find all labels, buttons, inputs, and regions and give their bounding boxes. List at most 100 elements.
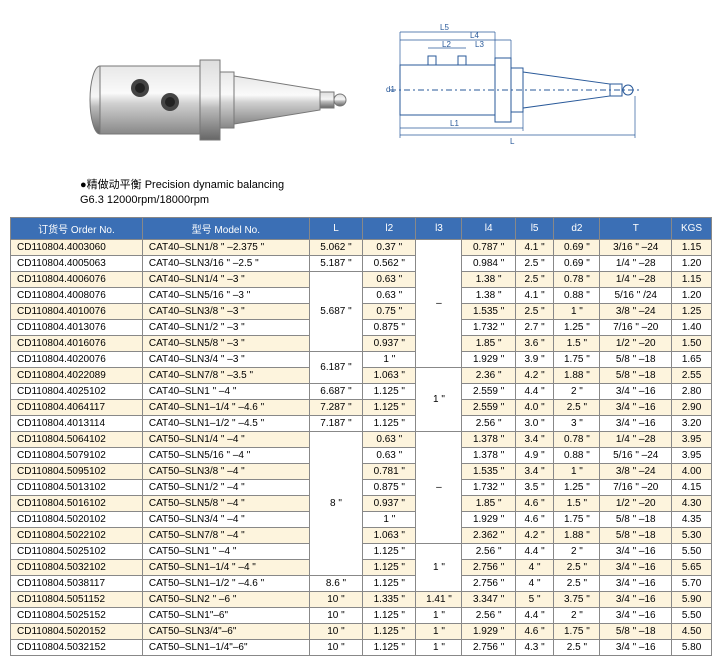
cell: 1.50	[672, 335, 712, 351]
cell: 2.56 "	[462, 607, 515, 623]
cell: 0.63 "	[363, 287, 416, 303]
top-section: L5 L4 L2 L3 L1 L d1	[10, 10, 712, 170]
cell: 1 "	[416, 639, 462, 655]
cell: CAT40–SLN3/8 " –3 "	[142, 303, 309, 319]
cell: 2 "	[554, 543, 600, 559]
cell: 0.63 "	[363, 447, 416, 463]
cell: 1.15	[672, 239, 712, 255]
cell: 3/8 " –24	[600, 463, 672, 479]
cell: 1.38 "	[462, 287, 515, 303]
dim-l4: L4	[470, 31, 479, 40]
cell: 3/4 " –16	[600, 383, 672, 399]
cell: 0.88 "	[554, 287, 600, 303]
cell: CD110804.5079102	[11, 447, 143, 463]
cell: 2.559 "	[462, 399, 515, 415]
cell: 5/8 " –18	[600, 527, 672, 543]
cell: 3/16 " –24	[600, 239, 672, 255]
cell: 5.90	[672, 591, 712, 607]
caption-line2: G6.3 12000rpm/18000rpm	[80, 194, 209, 206]
cell: 1.335 "	[363, 591, 416, 607]
cell: 0.562 "	[363, 255, 416, 271]
cell: 1.378 "	[462, 431, 515, 447]
cell: 3/4 " –16	[600, 607, 672, 623]
cell: 4.00	[672, 463, 712, 479]
cell: CAT50–SLN7/8 " –4 "	[142, 527, 309, 543]
cell: CD110804.4025102	[11, 383, 143, 399]
cell: CD110804.5025102	[11, 543, 143, 559]
cell: CAT40–SLN1–1/4 " –4.6 "	[142, 399, 309, 415]
cell: 1.125 "	[363, 607, 416, 623]
cell: 0.63 "	[363, 431, 416, 447]
cell: 1.75 "	[554, 511, 600, 527]
cell: 0.69 "	[554, 239, 600, 255]
caption: ●精做动平衡 Precision dynamic balancing G6.3 …	[80, 178, 712, 209]
cell: 2.5 "	[554, 399, 600, 415]
col-header: d2	[554, 217, 600, 239]
table-row: CD110804.4003060CAT40–SLN1/8 " –2.375 "5…	[11, 239, 712, 255]
cell: CD110804.5025152	[11, 607, 143, 623]
cell: 7.287 "	[309, 399, 362, 415]
cell: 2.7 "	[515, 319, 554, 335]
cell: 1.125 "	[363, 415, 416, 431]
cell: 1/4 " –28	[600, 255, 672, 271]
cell: 1.732 "	[462, 319, 515, 335]
cell: 2.756 "	[462, 559, 515, 575]
dim-l1: L1	[450, 119, 459, 128]
cell: 2.5 "	[515, 303, 554, 319]
cell: 4.0 "	[515, 399, 554, 415]
cell: 1.75 "	[554, 623, 600, 639]
cell: 4 "	[515, 559, 554, 575]
cell: 1.25	[672, 303, 712, 319]
cell: 4.4 "	[515, 607, 554, 623]
cell: 7.187 "	[309, 415, 362, 431]
cell: 3.0 "	[515, 415, 554, 431]
cell: 3/4 " –16	[600, 399, 672, 415]
dim-l3: L3	[475, 40, 484, 49]
cell: 3/4 " –16	[600, 415, 672, 431]
cell: 0.781 "	[363, 463, 416, 479]
cell: 1.41 "	[416, 591, 462, 607]
cell: 1 "	[416, 367, 462, 431]
cell: CAT50–SLN1"–6"	[142, 607, 309, 623]
cell: 1 "	[363, 351, 416, 367]
cell: CD110804.5095102	[11, 463, 143, 479]
cell: 2.5 "	[515, 255, 554, 271]
cell: 5/16 " –24	[600, 447, 672, 463]
cell: 3.9 "	[515, 351, 554, 367]
cell: 1.378 "	[462, 447, 515, 463]
col-header: T	[600, 217, 672, 239]
cell: 2.559 "	[462, 383, 515, 399]
cell: 1.5 "	[554, 495, 600, 511]
cell: CAT50–SLN2 " –6 "	[142, 591, 309, 607]
cell: 1.38 "	[462, 271, 515, 287]
cell: 1.125 "	[363, 559, 416, 575]
cell: 4.4 "	[515, 383, 554, 399]
dim-l2: L2	[442, 40, 451, 49]
cell: 1.125 "	[363, 543, 416, 559]
table-row: CD110804.4025102CAT40–SLN1 " –4 "6.687 "…	[11, 383, 712, 399]
cell: CAT50–SLN5/8 " –4 "	[142, 495, 309, 511]
cell: 3/8 " –24	[600, 303, 672, 319]
cell: 1.125 "	[363, 399, 416, 415]
cell: 1.063 "	[363, 367, 416, 383]
cell: 1.125 "	[363, 623, 416, 639]
cell: CAT40–SLN7/8 " –3.5 "	[142, 367, 309, 383]
cell: CD110804.4064117	[11, 399, 143, 415]
cell: 1.65	[672, 351, 712, 367]
cell: 0.875 "	[363, 479, 416, 495]
cell: 1.535 "	[462, 303, 515, 319]
cell: CAT40–SLN1–1/2 " –4.5 "	[142, 415, 309, 431]
cell: CD110804.5013102	[11, 479, 143, 495]
table-row: CD110804.4013114CAT40–SLN1–1/2 " –4.5 "7…	[11, 415, 712, 431]
cell: 2.5 "	[554, 559, 600, 575]
cell: 3/4 " –16	[600, 639, 672, 655]
cell: 10 "	[309, 591, 362, 607]
cell: 1 "	[416, 623, 462, 639]
cell: 0.63 "	[363, 271, 416, 287]
cell: 4.6 "	[515, 495, 554, 511]
cell: 1.732 "	[462, 479, 515, 495]
cell: 0.88 "	[554, 447, 600, 463]
cell: 1/4 " –28	[600, 431, 672, 447]
cell: 3.95	[672, 447, 712, 463]
cell: 1 "	[416, 607, 462, 623]
